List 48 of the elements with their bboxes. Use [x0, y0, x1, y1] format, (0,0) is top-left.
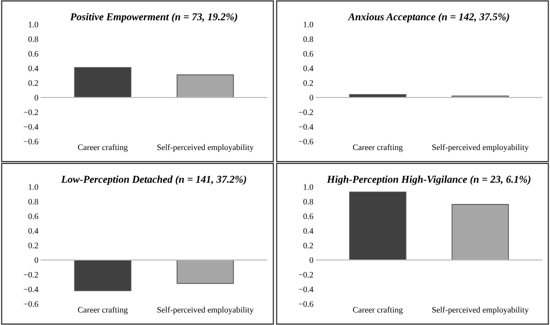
y-tick-label: −0.6: [24, 301, 38, 307]
y-tick-label: 0.2: [303, 80, 314, 86]
y-tick-label: −0.4: [24, 124, 38, 130]
y-tick-label: −0.6: [298, 301, 314, 307]
y-tick-label: 0.2: [28, 80, 38, 86]
x-tick-label: Self-perceived employability: [432, 144, 529, 152]
y-tick-label: −0.2: [24, 109, 38, 116]
x-tick-label: Career crafting: [78, 144, 128, 152]
y-tick-label: 0: [310, 94, 314, 100]
x-tick-label: Career crafting: [352, 306, 403, 314]
y-tick-label: −0.4: [298, 286, 314, 292]
y-tick-label: 0.4: [303, 228, 314, 234]
y-tick-label: −0.2: [298, 109, 314, 116]
y-tick-label: −0.4: [24, 286, 38, 292]
y-tick-label: −0.6: [24, 138, 38, 144]
y-tick-label: −0.2: [298, 272, 314, 278]
y-tick-label: 0.8: [303, 198, 314, 205]
y-tick-label: 0.6: [303, 213, 314, 220]
chart-title: Low-Perception Detached (n = 141, 37.2%): [61, 175, 246, 185]
x-tick-label: Career crafting: [352, 144, 403, 152]
y-tick-label: 0: [310, 257, 314, 263]
y-tick-label: 0.4: [28, 228, 38, 234]
y-tick-label: 0.4: [28, 66, 38, 72]
x-tick-label: Self-perceived employability: [157, 144, 254, 152]
chart-title: Anxious Acceptance (n = 142, 37.5%): [348, 12, 510, 22]
y-tick-label: −0.2: [24, 272, 38, 278]
y-tick-label: 1.0: [28, 184, 38, 190]
chart-title: High-Perception High-Vigilance (n = 23, 6.1%): [326, 175, 530, 185]
y-tick-label: 0.6: [28, 213, 38, 220]
x-tick-label: Self-perceived employability: [432, 306, 529, 314]
x-tick-label: Career crafting: [78, 306, 128, 314]
y-tick-label: −0.4: [298, 124, 314, 130]
y-tick-label: 1.0: [28, 22, 38, 28]
y-tick-label: 0.8: [28, 198, 38, 205]
x-tick-label: Self-perceived employability: [157, 306, 254, 314]
y-tick-label: 0: [34, 257, 38, 263]
y-tick-label: 1.0: [304, 184, 314, 190]
y-tick-label: 0.4: [303, 66, 314, 72]
y-tick-label: 1.0: [304, 22, 314, 28]
chart-title: Positive Empowerment (n = 73, 19.2%): [70, 12, 238, 22]
y-tick-label: 0.6: [303, 50, 314, 57]
y-tick-label: 0.2: [303, 242, 314, 248]
y-tick-label: −0.6: [298, 138, 314, 144]
y-tick-label: 0.8: [303, 36, 314, 42]
y-tick-label: 0.2: [28, 242, 38, 248]
y-tick-label: 0.8: [28, 36, 38, 42]
y-tick-label: 0: [34, 94, 38, 100]
y-tick-label: 0.6: [28, 50, 38, 57]
